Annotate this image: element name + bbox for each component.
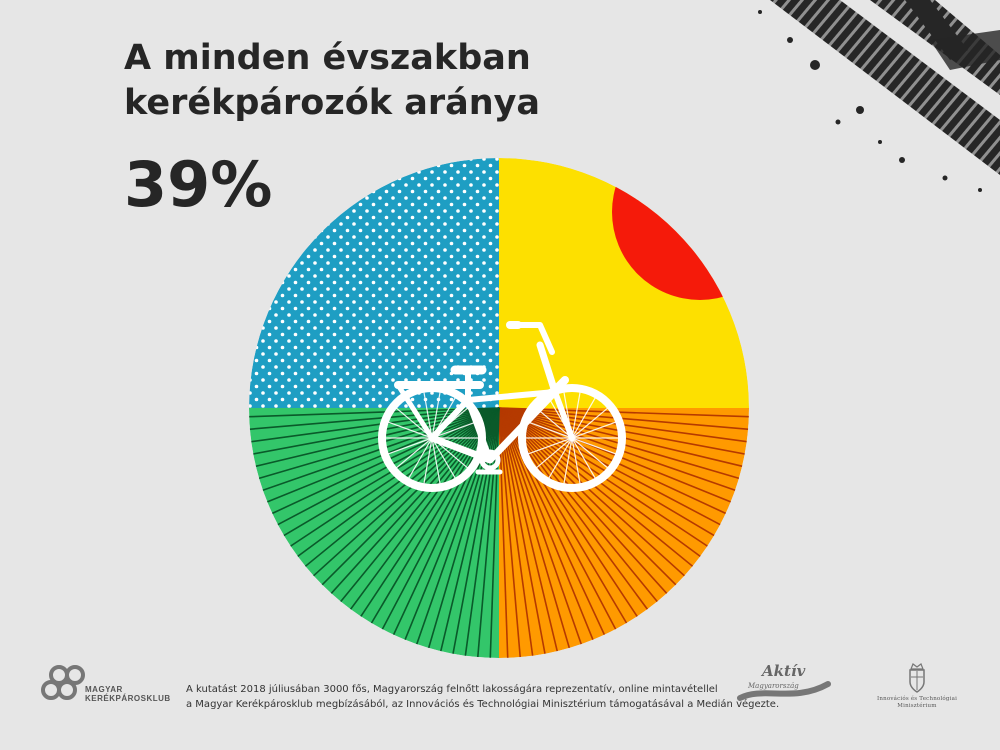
- footer-note: A kutatást 2018 júliusában 3000 fős, Mag…: [186, 682, 780, 712]
- title-line-1: A minden évszakban: [124, 38, 531, 78]
- sun-icon: [612, 158, 749, 300]
- footer-line-2: a Magyar Kerékpárosklub megbízásából, az…: [186, 699, 780, 710]
- mk-logo-line-2: KERÉKPÁROSKLUB: [85, 694, 171, 703]
- itm-line-1: Innovációs és Technológiai: [876, 696, 958, 702]
- title-line-2: kerékpározók aránya: [124, 83, 541, 123]
- itm-logo: Innovációs és Technológiai Minisztérium: [862, 662, 972, 717]
- itm-line-2: Minisztérium: [897, 703, 937, 709]
- mk-logo-icon: [41, 665, 85, 700]
- mk-logo-line-1: MAGYAR: [85, 685, 123, 694]
- mk-logo: MAGYAR KERÉKPÁROSKLUB: [40, 662, 180, 712]
- percent-value: 39%: [124, 148, 273, 221]
- road-swoosh-icon: [737, 681, 831, 701]
- summer-quadrant: [499, 158, 749, 408]
- aktiv-magyarorszag-logo: Aktív Magyarország: [734, 658, 834, 718]
- aktiv-word: Aktív: [762, 662, 806, 680]
- coat-of-arms-icon: [909, 663, 925, 693]
- page-title: A minden évszakban kerékpározók aránya: [124, 36, 684, 126]
- bicycle-icon: [378, 321, 626, 492]
- winter-quadrant: [249, 158, 499, 408]
- footer-line-1: A kutatást 2018 júliusában 3000 fős, Mag…: [186, 684, 718, 695]
- aktiv-sub: Magyarország: [748, 682, 799, 690]
